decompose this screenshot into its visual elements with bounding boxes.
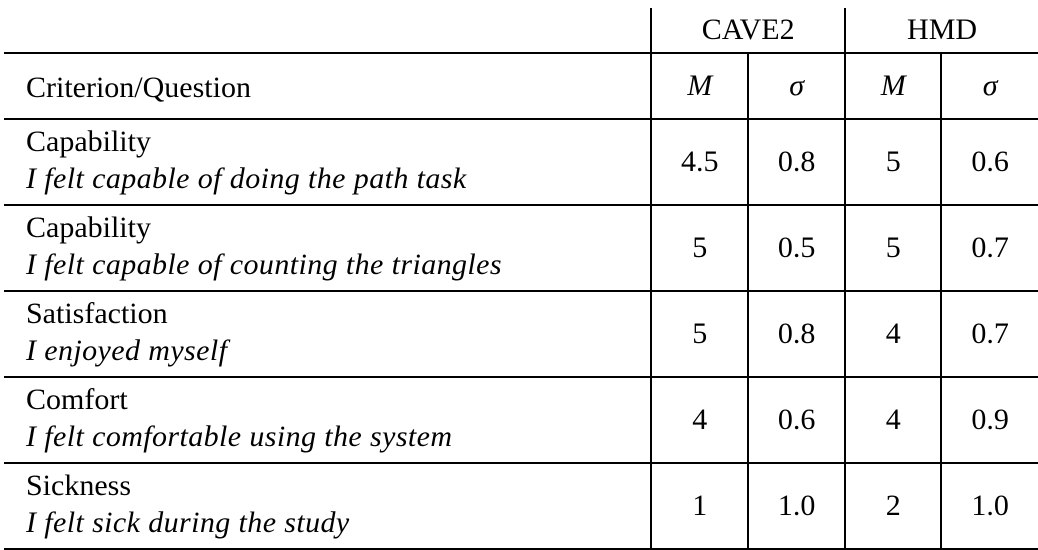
cave2-sd-cell: 1.0	[747, 462, 846, 550]
table-row: Capability I felt capable of doing the p…	[4, 118, 1038, 205]
group-header-cave2: CAVE2	[650, 8, 846, 53]
criterion-question: I felt capable of doing the path task	[26, 162, 467, 195]
criterion-cell: Capability I felt capable of counting th…	[4, 204, 652, 291]
criterion-question: I felt sick during the study	[26, 506, 350, 539]
hmd-mean-cell: 2	[844, 462, 942, 550]
criterion-name: Sickness	[26, 469, 131, 502]
cave2-sd-cell: 0.5	[747, 204, 846, 291]
hmd-sd-header: σ	[940, 52, 1038, 119]
criterion-question: I felt comfortable using the system	[26, 420, 453, 453]
cave2-mean-cell: 1	[650, 462, 749, 550]
hmd-sd-cell: 0.7	[940, 290, 1038, 377]
hmd-sd-cell: 0.6	[940, 118, 1038, 205]
cave2-mean-cell: 5	[650, 204, 749, 291]
group-header-row: CAVE2 HMD	[4, 8, 1038, 53]
hmd-mean-cell: 4	[844, 376, 942, 463]
table-row: Satisfaction I enjoyed myself 5 0.8 4 0.…	[4, 290, 1038, 377]
stat-header-row: Criterion/Question M σ M σ	[4, 52, 1038, 119]
cave2-mean-cell: 5	[650, 290, 749, 377]
results-table: CAVE2 HMD Criterion/Question M σ M σ Cap…	[4, 8, 1038, 550]
criterion-name: Capability	[26, 125, 151, 158]
cave2-sd-header: σ	[747, 52, 846, 119]
criterion-name: Comfort	[26, 383, 128, 416]
cave2-mean-cell: 4.5	[650, 118, 749, 205]
hmd-sd-cell: 1.0	[940, 462, 1038, 550]
criterion-question: I enjoyed myself	[26, 334, 228, 367]
hmd-sd-cell: 0.7	[940, 204, 1038, 291]
criterion-cell: Satisfaction I enjoyed myself	[4, 290, 652, 377]
cave2-mean-cell: 4	[650, 376, 749, 463]
criterion-cell: Capability I felt capable of doing the p…	[4, 118, 652, 205]
cave2-sd-cell: 0.8	[747, 290, 846, 377]
criterion-name: Satisfaction	[26, 297, 168, 330]
hmd-mean-cell: 5	[844, 118, 942, 205]
table-row: Sickness I felt sick during the study 1 …	[4, 462, 1038, 550]
table-row: Capability I felt capable of counting th…	[4, 204, 1038, 291]
empty-header-cell	[4, 8, 651, 53]
cave2-sd-cell: 0.6	[747, 376, 846, 463]
cave2-sd-cell: 0.8	[747, 118, 846, 205]
hmd-mean-cell: 5	[844, 204, 942, 291]
table-row: Comfort I felt comfortable using the sys…	[4, 376, 1038, 463]
criterion-name: Capability	[26, 211, 151, 244]
hmd-mean-cell: 4	[844, 290, 942, 377]
criterion-header: Criterion/Question	[4, 52, 652, 119]
cave2-mean-header: M	[650, 52, 749, 119]
hmd-mean-header: M	[844, 52, 942, 119]
criterion-cell: Comfort I felt comfortable using the sys…	[4, 376, 652, 463]
criterion-question: I felt capable of counting the triangles	[26, 248, 502, 281]
page: CAVE2 HMD Criterion/Question M σ M σ Cap…	[4, 8, 1038, 550]
group-header-hmd: HMD	[844, 8, 1038, 53]
hmd-sd-cell: 0.9	[940, 376, 1038, 463]
criterion-cell: Sickness I felt sick during the study	[4, 462, 652, 550]
